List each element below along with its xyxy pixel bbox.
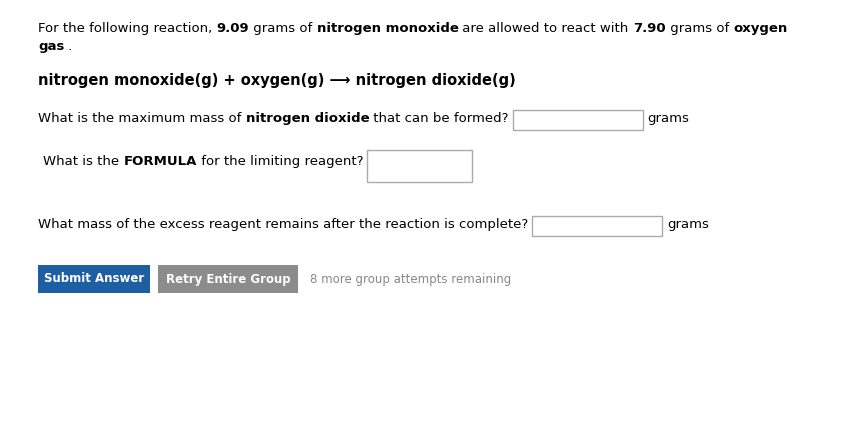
Text: for the limiting reagent?: for the limiting reagent? <box>197 155 363 168</box>
Text: Submit Answer: Submit Answer <box>44 272 144 285</box>
Text: nitrogen monoxide: nitrogen monoxide <box>317 22 459 35</box>
FancyBboxPatch shape <box>368 150 472 182</box>
FancyBboxPatch shape <box>513 110 643 130</box>
Text: 9.09: 9.09 <box>216 22 249 35</box>
Text: that can be formed?: that can be formed? <box>369 112 509 125</box>
Text: 7.90: 7.90 <box>633 22 666 35</box>
Text: are allowed to react with: are allowed to react with <box>459 22 633 35</box>
Text: What is the maximum mass of: What is the maximum mass of <box>38 112 245 125</box>
Text: grams of: grams of <box>249 22 317 35</box>
Text: .: . <box>65 40 72 53</box>
Text: grams: grams <box>667 218 709 231</box>
Text: What mass of the excess reagent remains after the reaction is complete?: What mass of the excess reagent remains … <box>38 218 529 231</box>
Text: nitrogen monoxide(g) + oxygen(g) ⟶ nitrogen dioxide(g): nitrogen monoxide(g) + oxygen(g) ⟶ nitro… <box>38 73 516 88</box>
Text: oxygen: oxygen <box>733 22 787 35</box>
Text: For the following reaction,: For the following reaction, <box>38 22 216 35</box>
Text: grams of: grams of <box>666 22 733 35</box>
Text: gas: gas <box>38 40 65 53</box>
FancyBboxPatch shape <box>38 265 150 293</box>
Text: FORMULA: FORMULA <box>123 155 197 168</box>
Text: 8 more group attempts remaining: 8 more group attempts remaining <box>310 272 511 285</box>
Text: What is the: What is the <box>43 155 123 168</box>
Text: grams: grams <box>647 112 690 125</box>
FancyBboxPatch shape <box>158 265 298 293</box>
Text: nitrogen dioxide: nitrogen dioxide <box>245 112 369 125</box>
Text: Retry Entire Group: Retry Entire Group <box>165 272 290 285</box>
FancyBboxPatch shape <box>532 216 662 236</box>
